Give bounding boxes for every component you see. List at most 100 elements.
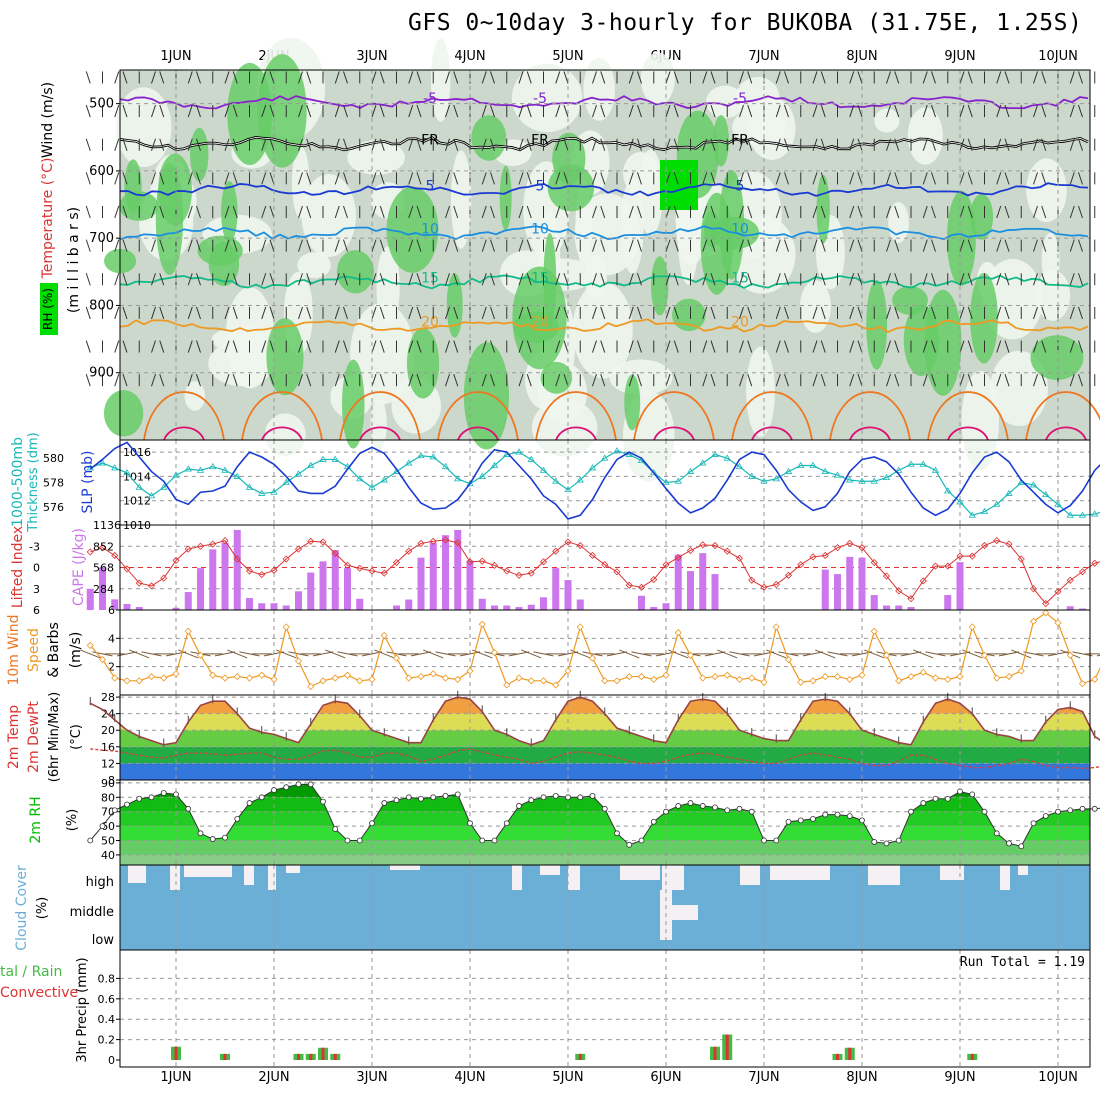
wind-barb xyxy=(122,104,128,118)
cape-bar xyxy=(184,592,192,610)
rh-marker xyxy=(99,823,106,830)
isotherm-label-5: 5 xyxy=(536,178,545,194)
isotherm-30 xyxy=(261,426,303,441)
wind-barb xyxy=(408,273,414,286)
wind-barb xyxy=(820,104,826,118)
wind-barb xyxy=(812,306,818,320)
temp-tick-label: 12 xyxy=(101,757,115,770)
li-tick-label: 0 xyxy=(33,562,40,575)
thickness-marker xyxy=(613,447,621,454)
wind-barb xyxy=(563,239,569,252)
rh-dry-region xyxy=(623,151,659,195)
rh-dry-region xyxy=(907,107,943,165)
wind-barb xyxy=(224,138,230,151)
wind-barb xyxy=(114,239,120,252)
cape-bar xyxy=(956,562,964,610)
wind-speed-marker xyxy=(919,668,927,676)
precip-convective-bar xyxy=(297,1053,300,1060)
isotherm-label-5: 5 xyxy=(426,178,435,194)
wind-barb xyxy=(481,239,487,252)
wind-barb xyxy=(922,273,928,286)
precip-panel-frame xyxy=(119,949,1091,1068)
wind-barb xyxy=(269,71,275,84)
wind-barb xyxy=(151,374,156,387)
wind-barb xyxy=(343,306,348,320)
wind-barb xyxy=(894,306,900,320)
precip-tick-label: 0.8 xyxy=(98,972,116,985)
wind-barb xyxy=(996,239,1002,252)
thickness-marker xyxy=(711,450,719,457)
rh-marker xyxy=(307,781,314,788)
dewpoint-line xyxy=(90,748,1100,770)
wind-barb xyxy=(820,205,826,219)
wind-barb xyxy=(298,138,303,151)
isotherm-5 xyxy=(119,182,1089,197)
rh-marker xyxy=(748,808,755,815)
thickness-marker xyxy=(172,471,180,478)
wind-speed-marker xyxy=(711,673,719,681)
wind-barb xyxy=(526,172,532,185)
wind-barb xyxy=(379,138,385,151)
wind-barb xyxy=(739,138,744,151)
wind-barb xyxy=(379,273,385,286)
wind-barb xyxy=(812,340,818,353)
wind-barb xyxy=(931,205,936,219)
wind-barb xyxy=(232,172,238,185)
thickness-marker xyxy=(895,466,903,473)
cape-bar xyxy=(344,568,351,610)
wind-barb xyxy=(196,138,201,151)
rh-moist-region xyxy=(197,235,243,266)
wind-barb xyxy=(481,172,487,185)
rh-marker xyxy=(283,784,290,791)
wind-barb xyxy=(187,374,193,387)
wind-barb xyxy=(812,138,818,151)
wind-axis-label-c: & Barbs xyxy=(46,622,62,678)
wind-speed-marker xyxy=(527,677,535,685)
wind-barb xyxy=(637,340,642,353)
wind-barb xyxy=(481,138,487,151)
lifted-index-marker xyxy=(392,558,401,567)
cape-bar xyxy=(650,607,658,610)
wind-barb xyxy=(371,340,377,353)
date-label-bottom: 6JUN xyxy=(650,1070,681,1085)
wind-barb xyxy=(122,306,128,320)
rh-moist-region xyxy=(499,165,512,231)
cape-bar xyxy=(564,580,572,610)
rh-marker xyxy=(577,794,584,801)
wind-barb xyxy=(518,104,524,118)
lifted-index-marker xyxy=(895,587,903,595)
wind-barb xyxy=(886,306,891,320)
wind-barb xyxy=(637,138,642,151)
wind-barb xyxy=(196,340,201,353)
wind-barb xyxy=(306,340,312,353)
lifted-index-marker xyxy=(258,571,266,579)
wind-barb xyxy=(114,306,120,320)
wind-barb xyxy=(931,340,936,353)
wind-barb xyxy=(967,138,973,151)
wind-barb xyxy=(922,340,928,353)
wind-barb xyxy=(224,239,230,252)
precip-tick-label: 0.6 xyxy=(98,993,116,1006)
cape-bar xyxy=(552,568,560,610)
cape-bar xyxy=(540,597,547,610)
wind-barb xyxy=(151,172,156,185)
wind-barb xyxy=(416,104,422,118)
wind-barb xyxy=(343,273,348,286)
surface-wind-barb xyxy=(864,649,885,659)
wind-speed-marker xyxy=(625,673,633,681)
wind-axis-label-b: Speed xyxy=(26,628,42,672)
rh-moist-region xyxy=(386,186,439,273)
cape-bar xyxy=(638,595,645,610)
wind-barb xyxy=(445,239,450,252)
lifted-index-marker xyxy=(625,581,633,589)
wind-barb xyxy=(739,374,744,387)
rh-marker xyxy=(87,837,94,844)
wind-barb xyxy=(922,374,928,387)
wind-barb xyxy=(922,306,928,320)
thickness-marker xyxy=(454,475,462,482)
rh-dry-region xyxy=(184,381,206,411)
lifted-index-marker xyxy=(993,537,1001,545)
wind-barb xyxy=(408,138,414,151)
wind-barb xyxy=(1033,172,1038,185)
lifted-index-marker xyxy=(907,595,915,603)
